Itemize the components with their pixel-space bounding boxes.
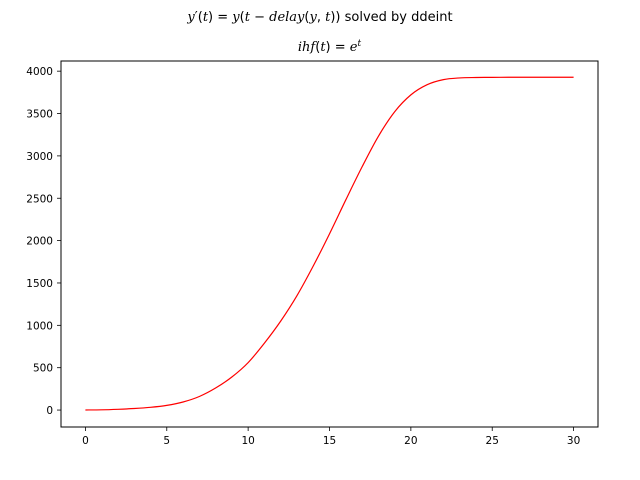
x-tick-label: 10 — [241, 435, 254, 447]
title-segment: ( — [304, 10, 309, 25]
y-tick-label: 3500 — [26, 109, 53, 121]
title-segment: , — [317, 10, 325, 25]
y-tick-label: 2500 — [26, 193, 53, 205]
title-segment: ( — [240, 10, 245, 25]
title-segment: ( — [198, 10, 203, 25]
x-tick-label: 15 — [323, 435, 336, 447]
y-tick-label: 1000 — [26, 320, 53, 332]
x-axis: 0 5 10 15 20 25 30 — [82, 427, 580, 447]
title-segment: ) = — [208, 10, 232, 25]
series-line — [85, 76, 574, 411]
y-axis: 0 500 1000 1500 2000 2500 3000 3500 4000 — [26, 66, 61, 417]
title-segment: t — [325, 10, 331, 25]
title-segment: y — [231, 10, 240, 25]
y-tick-label: 2000 — [26, 236, 53, 248]
title-segment: t — [357, 39, 361, 49]
title-segment: )) solved by ddeint — [330, 10, 452, 25]
y-tick-label: 4000 — [26, 66, 53, 78]
title-segment: delay — [269, 10, 305, 25]
y-tick-label: 1500 — [26, 278, 53, 290]
title-segment: ihf — [298, 40, 318, 55]
title-segment: − — [250, 10, 269, 25]
title-segment: y — [186, 10, 195, 25]
title-segment: t — [320, 40, 326, 55]
y-tick-label: 3000 — [26, 151, 53, 163]
x-tick-label: 0 — [82, 435, 89, 447]
plot-area: 0 5 10 15 20 25 30 0 500 1000 1500 2000 2500 3000 350… — [26, 60, 599, 447]
x-tick-label: 30 — [567, 435, 580, 447]
title-segment: ) = — [326, 40, 350, 55]
axes-title: ihf(t) = et — [298, 39, 362, 55]
figure-suptitle: y′(t) = y(t − delay(y, t)) solved by dde… — [186, 10, 452, 25]
axes-frame — [60, 60, 599, 428]
title-segment: y — [308, 10, 317, 25]
y-tick-label: 0 — [46, 405, 53, 417]
title-segment: t — [203, 10, 209, 25]
y-tick-label: 500 — [33, 363, 53, 375]
title-segment: ( — [315, 40, 320, 55]
x-tick-label: 20 — [404, 435, 417, 447]
x-tick-label: 5 — [163, 435, 170, 447]
title-segment: t — [245, 10, 251, 25]
title-segment: e — [350, 40, 358, 55]
series-layer — [85, 76, 574, 411]
title-segment: ′ — [195, 10, 198, 25]
x-tick-label: 25 — [486, 435, 499, 447]
